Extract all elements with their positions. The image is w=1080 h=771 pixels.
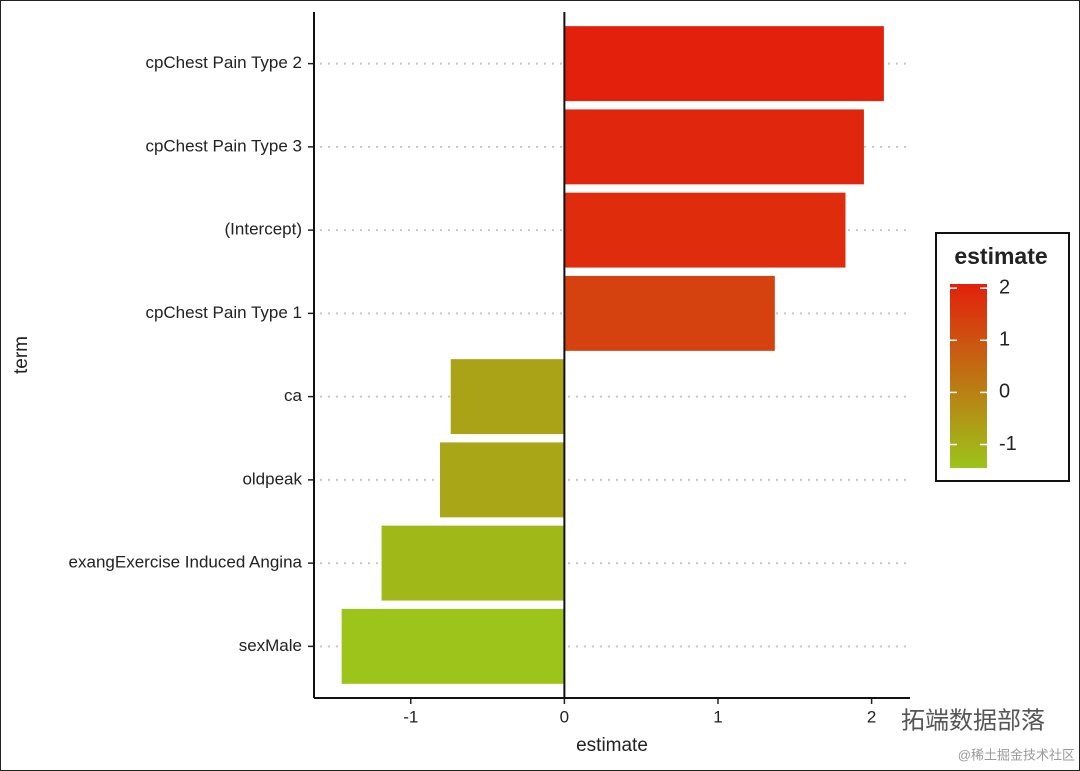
legend-label: 2: [999, 276, 1010, 298]
bar: [564, 275, 775, 351]
y-tick-label: cpChest Pain Type 1: [145, 303, 302, 322]
x-tick-label: 2: [867, 707, 876, 726]
x-tick-label: 0: [560, 707, 569, 726]
bar: [564, 192, 846, 268]
y-axis-title: term: [11, 336, 32, 374]
x-tick-label: -1: [403, 707, 418, 726]
bar: [564, 26, 884, 102]
legend-label: 1: [999, 329, 1010, 351]
y-tick-label: sexMale: [239, 636, 302, 655]
y-tick-label: cpChest Pain Type 2: [145, 53, 302, 72]
legend-label: -1: [999, 433, 1017, 455]
watermark: 拓端数据部落: [901, 707, 1045, 734]
colorbar: [950, 284, 987, 468]
watermark: @稀土掘金技术社区: [958, 747, 1075, 762]
legend-label: 0: [999, 381, 1010, 403]
bar: [564, 109, 864, 185]
legend-title: estimate: [954, 243, 1047, 269]
bar: [450, 359, 565, 435]
y-tick-label: ca: [284, 386, 303, 405]
x-tick-label: 1: [713, 707, 722, 726]
bar: [439, 442, 565, 518]
bar: [381, 525, 565, 601]
bar: [341, 608, 565, 684]
y-tick-label: oldpeak: [242, 469, 302, 488]
x-axis-title: estimate: [576, 735, 648, 756]
y-tick-label: cpChest Pain Type 3: [145, 136, 302, 155]
y-tick-label: exangExercise Induced Angina: [69, 553, 303, 572]
y-tick-label: (Intercept): [225, 220, 302, 239]
